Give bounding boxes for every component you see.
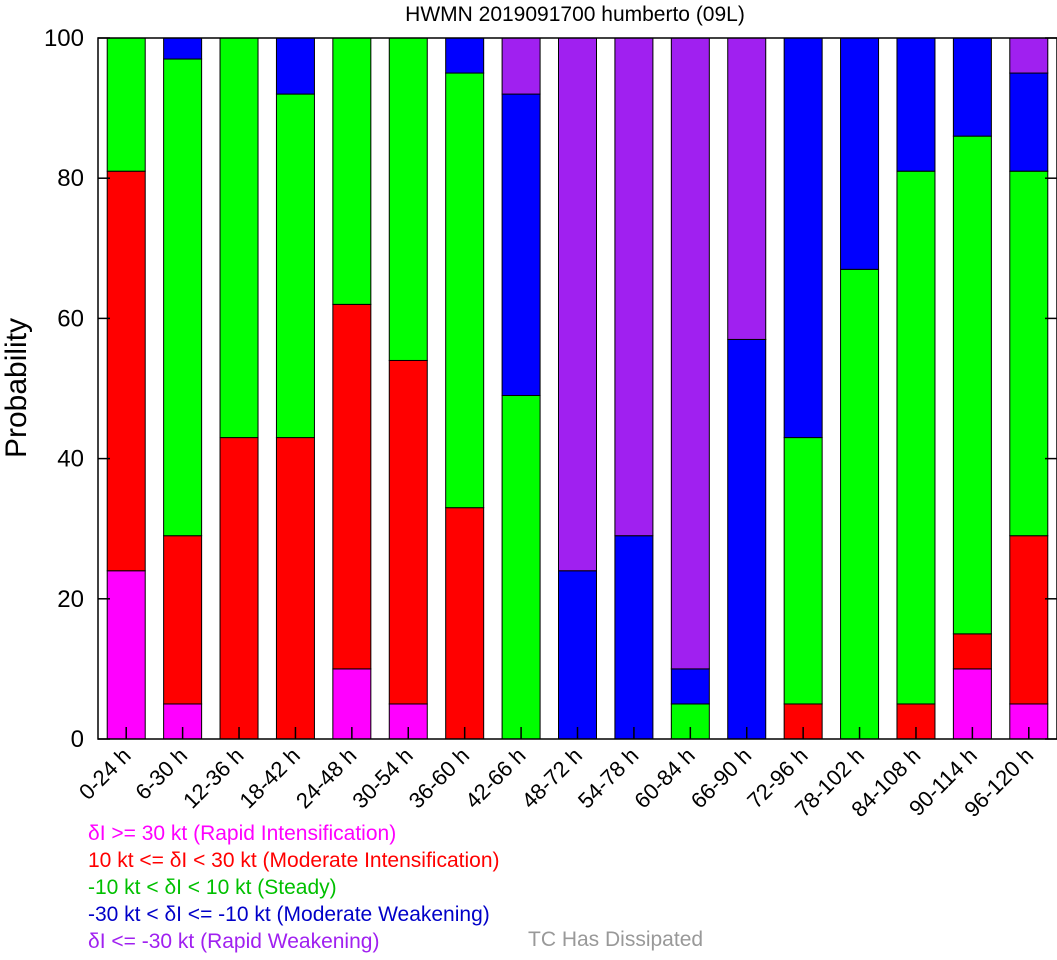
bar-segment-steady-36-60h	[445, 72, 485, 509]
legend-entry: δI >= 30 kt (Rapid Intensification)	[88, 822, 397, 845]
bar-segment-rapid-weakening-42-66h	[501, 37, 541, 95]
axes-group	[97, 37, 1057, 740]
x-tick-label: 60-84 h	[629, 743, 699, 813]
x-tick-label: 48-72 h	[517, 743, 587, 813]
y-tick-label: 80	[57, 165, 84, 192]
y-tick-label: 0	[71, 726, 84, 753]
bar-segment-moderate-weakening-72-96h	[783, 37, 823, 439]
bar-segment-moderate-weakening-78-102h	[840, 37, 880, 270]
x-tick-label: 18-42 h	[235, 743, 305, 813]
bar-segment-steady-72-96h	[783, 437, 823, 705]
bars-group	[106, 37, 1049, 740]
bar-segment-rapid-weakening-54-78h	[614, 37, 654, 537]
y-tick-label: 60	[57, 305, 84, 332]
legend-entry: δI <= -30 kt (Rapid Weakening)	[88, 930, 380, 953]
bar-segment-moderate-weakening-84-108h	[896, 37, 936, 172]
bar-segment-moderate-weakening-96-120h	[1009, 72, 1049, 172]
x-tick-label: 42-66 h	[460, 743, 530, 813]
bar-segment-moderate-weakening-66-90h	[727, 338, 767, 740]
bar-segment-rapid-intensification-0-24h	[106, 570, 146, 740]
x-tick-label: 36-60 h	[404, 743, 474, 813]
x-tick-label: 30-54 h	[347, 743, 417, 813]
bar-segment-moderate-weakening-36-60h	[445, 37, 485, 74]
bar-segment-steady-42-66h	[501, 395, 541, 740]
bar-segment-moderate-intensification-90-114h	[952, 633, 992, 670]
bar-segment-rapid-weakening-48-72h	[558, 37, 597, 572]
bar-segment-steady-18-42h	[275, 93, 315, 439]
x-tick-labels: 0-24 h6-30 h12-36 h18-42 h24-48 h30-54 h…	[74, 743, 1038, 822]
bar-segment-moderate-weakening-90-114h	[952, 37, 992, 137]
bar-segment-moderate-weakening-42-66h	[501, 93, 541, 397]
bar-segment-moderate-intensification-30-54h	[388, 359, 428, 705]
x-tick-label: 12-36 h	[178, 743, 248, 813]
bar-segment-moderate-weakening-48-72h	[558, 570, 597, 740]
y-tick-label: 100	[44, 25, 84, 52]
bar-segment-moderate-weakening-60-84h	[670, 668, 710, 705]
bar-segment-moderate-intensification-0-24h	[106, 170, 146, 572]
y-tick-label: 20	[57, 586, 84, 613]
bar-segment-moderate-intensification-36-60h	[445, 507, 485, 740]
bar-segment-rapid-weakening-66-90h	[727, 37, 767, 340]
legend-entry: 10 kt <= δI < 30 kt (Moderate Intensific…	[88, 849, 500, 872]
bar-segment-steady-90-114h	[952, 135, 992, 635]
bar-segment-steady-0-24h	[106, 37, 146, 172]
y-tick-label: 40	[57, 446, 84, 473]
bar-segment-steady-96-120h	[1009, 170, 1049, 537]
x-tick-label: 24-48 h	[291, 743, 361, 813]
legend-entry: -30 kt < δI <= -10 kt (Moderate Weakenin…	[88, 903, 490, 926]
legend-entry: -10 kt < δI < 10 kt (Steady)	[88, 876, 337, 899]
bar-segment-moderate-intensification-6-30h	[163, 535, 203, 705]
x-tick-label: 66-90 h	[686, 743, 756, 813]
bar-segment-moderate-weakening-54-78h	[614, 535, 654, 740]
y-axis-label: Probability	[0, 318, 33, 458]
bar-segment-rapid-weakening-60-84h	[670, 37, 710, 670]
chart-title: HWMN 2019091700 humberto (09L)	[405, 3, 745, 26]
bar-segment-steady-30-54h	[388, 37, 428, 361]
dissipated-label: TC Has Dissipated	[528, 928, 704, 951]
bar-segment-rapid-weakening-96-120h	[1009, 37, 1049, 74]
bar-segment-moderate-intensification-12-36h	[219, 437, 259, 740]
bar-segment-moderate-weakening-6-30h	[163, 37, 203, 60]
legend: δI >= 30 kt (Rapid Intensification) 10 kt…	[88, 820, 500, 955]
bar-segment-steady-84-108h	[896, 170, 936, 705]
bar-segment-steady-78-102h	[840, 268, 880, 740]
x-tick-label: 54-78 h	[573, 743, 643, 813]
bar-segment-steady-24-48h	[332, 37, 372, 305]
y-tick-labels: 0 20 40 60 80 100	[44, 25, 84, 753]
bar-segment-moderate-intensification-24-48h	[332, 303, 372, 670]
bar-segment-moderate-intensification-18-42h	[275, 437, 315, 740]
bar-segment-steady-6-30h	[163, 58, 203, 537]
bar-segment-steady-12-36h	[219, 37, 259, 439]
bar-segment-moderate-weakening-18-42h	[275, 37, 315, 95]
bar-segment-moderate-intensification-96-120h	[1009, 535, 1049, 705]
